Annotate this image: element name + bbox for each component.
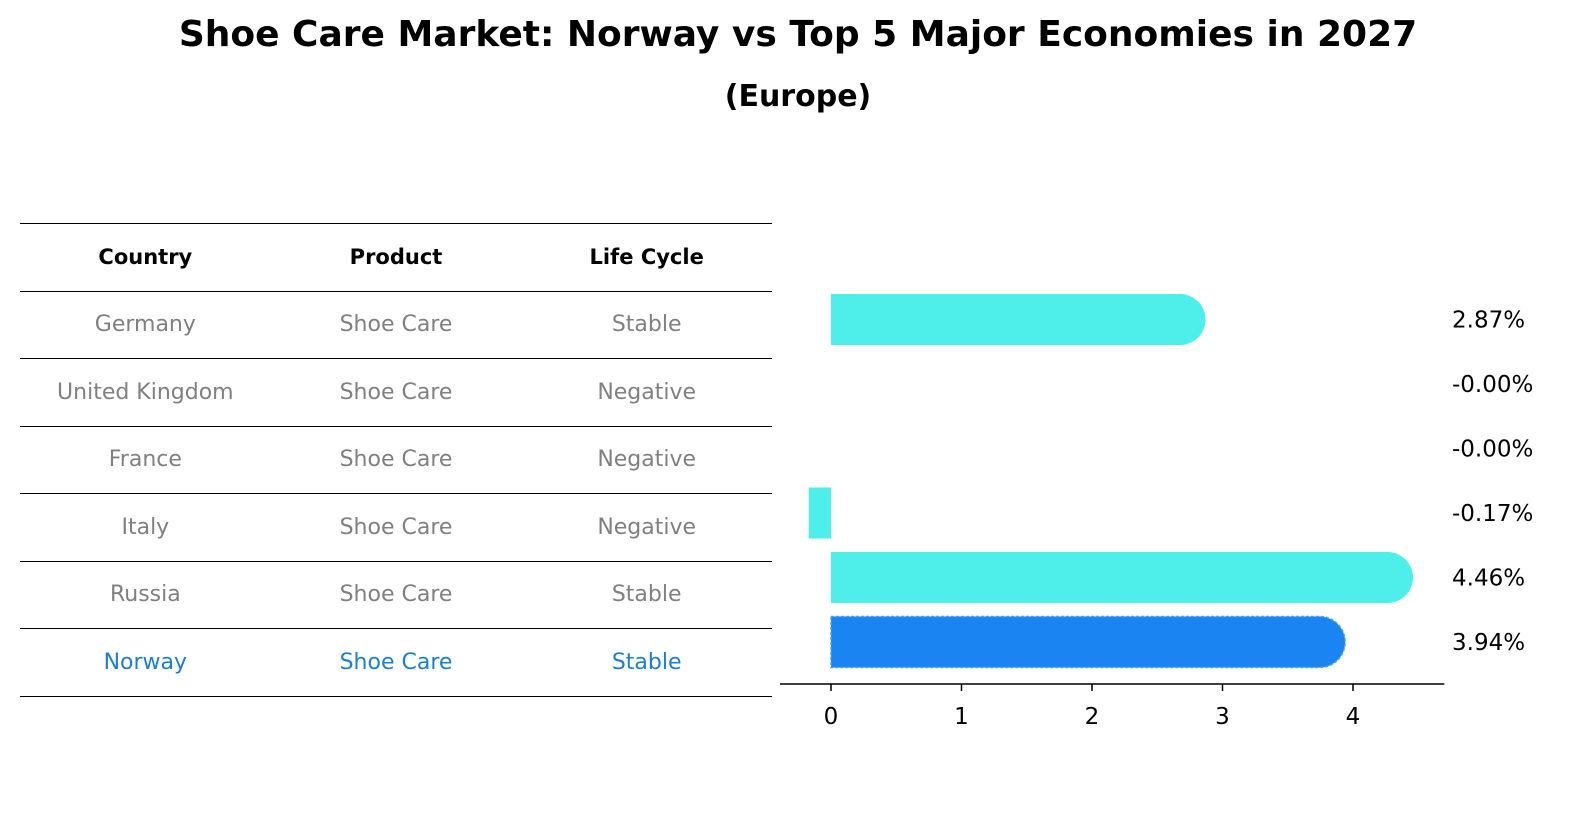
x-tick-label: 4 — [1346, 704, 1361, 730]
cell-life-cycle: Negative — [597, 514, 697, 540]
x-tick-label: 0 — [824, 704, 839, 730]
cell-country: Russia — [109, 582, 181, 608]
x-tick-label: 3 — [1215, 704, 1230, 730]
header-country: Country — [98, 245, 193, 270]
cell-product: Shoe Care — [339, 312, 453, 338]
table-row: France Shoe Care Negative — [20, 425, 772, 494]
data-label: -0.00% — [1452, 372, 1533, 398]
cell-country: United Kingdom — [57, 379, 234, 405]
bar-norway — [830, 615, 1346, 669]
cell-country: Norway — [103, 649, 188, 675]
bar-italy — [808, 487, 831, 539]
bar-germany — [831, 294, 1206, 345]
header-life-cycle: Life Cycle — [589, 245, 704, 270]
table-row: Russia Shoe Care Stable — [20, 560, 772, 629]
cell-product: Shoe Care — [339, 379, 453, 405]
table-row-highlighted: Norway Shoe Care Stable — [20, 628, 772, 697]
data-label: -0.17% — [1452, 501, 1533, 527]
table-row: Germany Shoe Care Stable — [20, 290, 772, 359]
data-table: Country Product Life Cycle Germany Shoe … — [20, 223, 772, 697]
x-tick-label: 1 — [954, 704, 969, 730]
cell-product: Shoe Care — [339, 582, 453, 608]
bar-russia — [831, 552, 1414, 603]
x-tick-label: 2 — [1085, 704, 1100, 730]
data-label: -0.00% — [1452, 437, 1533, 463]
data-label: 3.94% — [1452, 630, 1525, 656]
chart-subtitle: (Europe) — [724, 79, 872, 114]
cell-life-cycle: Negative — [597, 379, 697, 405]
table-row: United Kingdom Shoe Care Negative — [20, 358, 772, 426]
cell-product: Shoe Care — [339, 649, 453, 675]
cell-life-cycle: Stable — [611, 312, 682, 338]
cell-product: Shoe Care — [339, 447, 453, 473]
header-product: Product — [349, 245, 443, 270]
cell-country: France — [108, 447, 182, 473]
cell-life-cycle: Negative — [597, 447, 697, 473]
data-label: 2.87% — [1452, 308, 1525, 334]
cell-product: Shoe Care — [339, 514, 453, 540]
cell-country: Germany — [94, 312, 196, 338]
bar-chart: 2.87% -0.00% -0.00% -0.17% 4.46% 3.94% 0 1 2 3 4 — [780, 294, 1533, 730]
cell-country: Italy — [121, 514, 170, 540]
chart-title: Shoe Care Market: Norway vs Top 5 Major … — [178, 14, 1418, 55]
cell-life-cycle: Stable — [611, 649, 682, 675]
table-header-row: Country Product Life Cycle — [20, 223, 772, 291]
table-row: Italy Shoe Care Negative — [20, 493, 772, 561]
cell-life-cycle: Stable — [611, 582, 682, 608]
data-label: 4.46% — [1452, 566, 1525, 592]
